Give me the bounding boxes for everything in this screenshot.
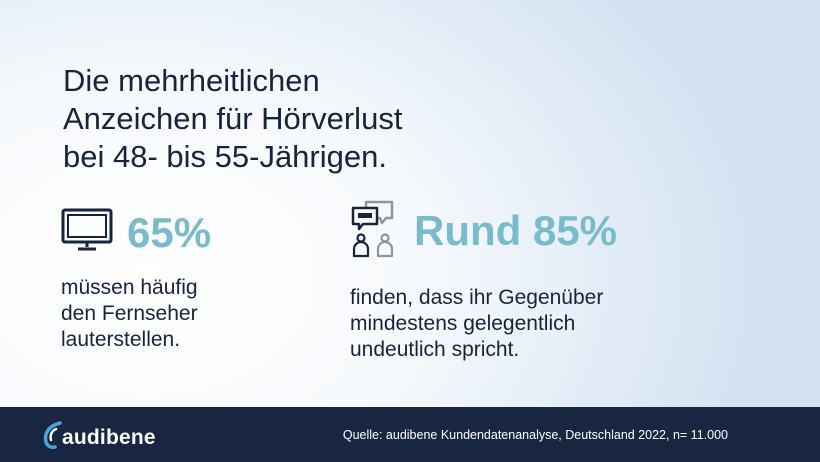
logo-text: audibene: [62, 425, 156, 449]
footer-bar: audibene Quelle: audibene Kundendatenana…: [0, 407, 820, 462]
conversation-icon: [350, 198, 396, 263]
logo-swirl-icon: [42, 420, 64, 455]
stat-conversation: Rund 85% finden, dass ihr Gegenüber mind…: [350, 198, 617, 363]
stat-value: 65%: [127, 208, 212, 256]
headline-line: Die mehrheitlichen: [63, 63, 320, 98]
stat-header: 65%: [61, 208, 211, 257]
stat-value: Rund 85%: [414, 206, 618, 254]
stat-description-line: finden, dass ihr Gegenüber: [350, 286, 604, 309]
headline: Die mehrheitlichen Anzeichen für Hörverl…: [63, 62, 523, 176]
stat-description-line: mindestens gelegentlich: [350, 312, 576, 335]
stat-description: müssen häufig den Fernseher lauterstelle…: [61, 275, 211, 353]
headline-line: Anzeichen für Hörverlust: [63, 101, 403, 136]
stat-description-line: müssen häufig: [61, 276, 198, 299]
stat-description-line: den Fernseher: [61, 302, 198, 325]
stat-description: finden, dass ihr Gegenüber mindestens ge…: [350, 285, 617, 363]
audibene-logo: audibene: [42, 420, 156, 455]
stat-description-line: undeutlich spricht.: [350, 338, 520, 361]
headline-line: bei 48- bis 55-Jährigen.: [63, 139, 387, 174]
stat-header: Rund 85%: [350, 198, 617, 263]
tv-icon: [61, 208, 113, 257]
source-note: Quelle: audibene Kundendatenanalyse, Deu…: [342, 427, 728, 442]
stat-description-line: lauterstellen.: [61, 328, 181, 351]
stat-tv: 65% müssen häufig den Fernseher lauterst…: [61, 208, 211, 353]
